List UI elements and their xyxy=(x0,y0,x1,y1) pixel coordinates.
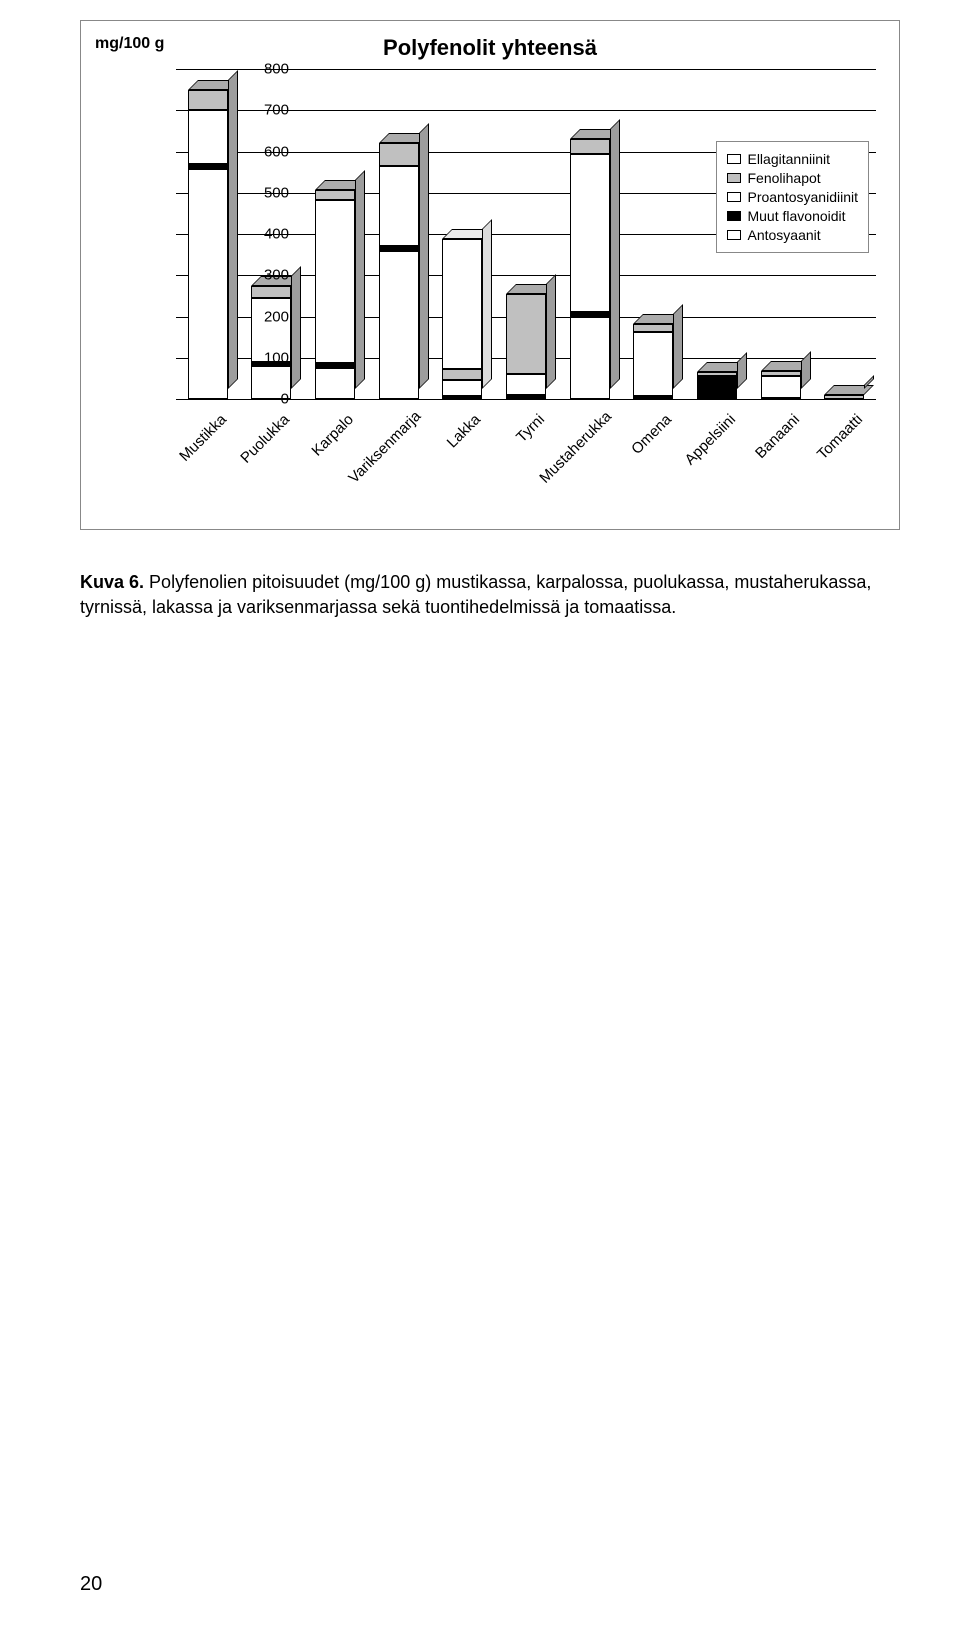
bar-segment xyxy=(442,369,482,379)
caption-text: Polyfenolien pitoisuudet (mg/100 g) must… xyxy=(80,572,871,617)
chart-title: Polyfenolit yhteensä xyxy=(383,35,597,61)
bar xyxy=(442,239,482,399)
bar-segment xyxy=(506,374,546,395)
bar xyxy=(315,190,355,399)
bar-segment xyxy=(697,372,737,376)
legend-swatch xyxy=(727,173,741,183)
bar-segment xyxy=(570,312,610,316)
page-number: 20 xyxy=(80,1573,102,1596)
y-axis-label: mg/100 g xyxy=(95,35,164,53)
legend-row: Antosyaanit xyxy=(727,227,858,243)
bar xyxy=(633,324,673,399)
legend-label: Muut flavonoidit xyxy=(747,208,845,224)
bar-segment xyxy=(442,239,482,369)
bar xyxy=(697,372,737,399)
legend-label: Proantosyanidiinit xyxy=(747,189,858,205)
bar-side xyxy=(546,274,556,389)
y-tick-label: 300 xyxy=(229,267,289,284)
y-tick-label: 400 xyxy=(229,226,289,243)
legend-row: Ellagitanniinit xyxy=(727,151,858,167)
y-tick-label: 100 xyxy=(229,349,289,366)
bar-segment xyxy=(379,251,419,400)
bar-side xyxy=(291,266,301,389)
bar-segment xyxy=(315,368,355,399)
legend-swatch xyxy=(727,211,741,221)
bar-segment xyxy=(824,395,864,398)
bar-side xyxy=(355,170,365,389)
bar-side xyxy=(673,304,683,389)
legend-swatch xyxy=(727,154,741,164)
legend-label: Ellagitanniinit xyxy=(747,151,830,167)
y-tick-label: 0 xyxy=(229,391,289,408)
legend-swatch xyxy=(727,192,741,202)
legend-row: Muut flavonoidit xyxy=(727,208,858,224)
bar-segment xyxy=(188,110,228,164)
bar-segment xyxy=(188,164,228,169)
bar-segment xyxy=(570,139,610,153)
bar-segment xyxy=(570,317,610,400)
bar-segment xyxy=(697,376,737,399)
bar-side xyxy=(482,219,492,389)
bar-segment xyxy=(633,324,673,332)
chart-frame: mg/100 g Polyfenolit yhteensä 0 100 200 300… xyxy=(80,20,900,530)
bar xyxy=(761,371,801,399)
legend-row: Proantosyanidiinit xyxy=(727,189,858,205)
bar-segment xyxy=(379,166,419,246)
bar-segment xyxy=(188,90,228,111)
bar xyxy=(379,143,419,399)
bar-segment xyxy=(379,143,419,166)
legend-swatch xyxy=(727,230,741,240)
y-tick-label: 700 xyxy=(229,102,289,119)
bar xyxy=(506,294,546,399)
y-tick-label: 500 xyxy=(229,184,289,201)
bar-segment xyxy=(633,396,673,398)
bar-segment xyxy=(251,286,291,298)
legend-label: Fenolihapot xyxy=(747,170,820,186)
bar-segment xyxy=(442,380,482,397)
bar-segment xyxy=(442,396,482,398)
bar-side xyxy=(610,119,620,389)
bar-segment xyxy=(570,154,610,313)
bar-segment xyxy=(315,200,355,363)
bar-segment xyxy=(315,363,355,368)
bar-segment xyxy=(506,395,546,399)
bar xyxy=(824,395,864,399)
bar-side xyxy=(737,352,747,389)
bar-segment xyxy=(315,190,355,200)
legend: Ellagitanniinit Fenolihapot Proantosyanidi… xyxy=(716,141,869,253)
y-tick-label: 800 xyxy=(229,61,289,78)
bar xyxy=(570,139,610,399)
bar-side xyxy=(801,351,811,389)
bar-segment xyxy=(188,169,228,399)
y-tick-label: 200 xyxy=(229,308,289,325)
caption-label: Kuva 6. xyxy=(80,572,144,592)
y-tick-label: 600 xyxy=(229,143,289,160)
bar-cap xyxy=(824,385,874,395)
bar-segment xyxy=(506,294,546,374)
bar-side xyxy=(419,123,429,389)
bar-segment xyxy=(379,246,419,250)
bar xyxy=(251,286,291,399)
bar xyxy=(188,90,228,399)
legend-label: Antosyaanit xyxy=(747,227,820,243)
legend-row: Fenolihapot xyxy=(727,170,858,186)
caption: Kuva 6. Polyfenolien pitoisuudet (mg/100… xyxy=(80,570,900,620)
bar-segment xyxy=(633,332,673,396)
bar-segment xyxy=(761,376,801,399)
bar-segment xyxy=(761,371,801,375)
